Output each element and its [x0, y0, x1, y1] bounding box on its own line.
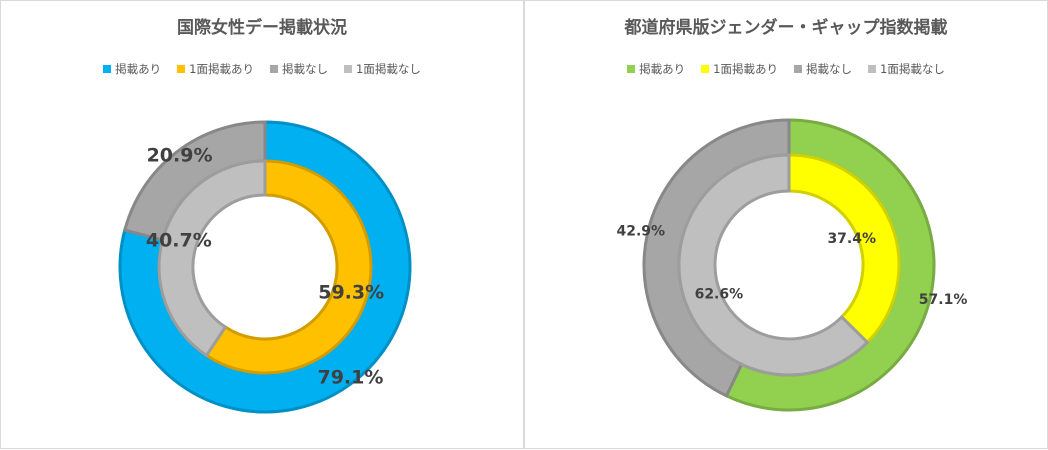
- legend-label: 掲載なし: [282, 62, 328, 76]
- doughnut-chart: 79.1% 20.9% 59.3% 40.7%: [118, 120, 412, 414]
- doughnut-slice: [204, 159, 373, 375]
- legend-item-not-published: 掲載なし: [270, 61, 328, 77]
- chart-legend: 掲載あり 1面掲載あり 掲載なし 1面掲載なし: [525, 61, 1047, 77]
- legend-label: 掲載なし: [806, 62, 852, 76]
- legend-label: 1面掲載なし: [880, 62, 945, 76]
- legend-swatch: [794, 65, 802, 73]
- legend-item-published: 掲載あり: [627, 61, 685, 77]
- data-label: 40.7%: [146, 230, 212, 252]
- doughnut-slice: [157, 159, 267, 358]
- legend-label: 1面掲載あり: [713, 62, 778, 76]
- data-label: 79.1%: [317, 366, 383, 388]
- legend-swatch: [177, 65, 186, 73]
- legend-label: 1面掲載なし: [356, 62, 421, 76]
- chart-panel-womens-day: 国際女性デー掲載状況 掲載あり 1面掲載あり 掲載なし 1面掲載なし 79.1%…: [0, 0, 524, 449]
- data-label: 62.6%: [695, 286, 744, 302]
- legend-label: 1面掲載あり: [189, 62, 254, 76]
- legend-swatch: [868, 65, 876, 73]
- legend-item-not-published: 掲載なし: [794, 61, 852, 77]
- data-label: 59.3%: [318, 281, 384, 303]
- legend-item-no-front-page: 1面掲載なし: [344, 61, 421, 77]
- legend-item-published: 掲載あり: [103, 61, 161, 77]
- doughnut-slice: [787, 153, 901, 345]
- chart-title: 都道府県版ジェンダー・ギャップ指数掲載: [624, 18, 948, 38]
- legend-swatch: [270, 65, 278, 73]
- legend-swatch: [627, 65, 636, 73]
- legend-item-no-front-page: 1面掲載なし: [868, 61, 945, 77]
- legend-item-front-page: 1面掲載あり: [701, 61, 778, 77]
- data-label: 42.9%: [616, 223, 665, 239]
- chart-title: 国際女性デー掲載状況: [177, 18, 347, 38]
- legend-item-front-page: 1面掲載あり: [177, 61, 254, 77]
- data-label: 57.1%: [919, 292, 968, 308]
- doughnut-chart: 57.1% 42.9% 37.4% 62.6%: [616, 118, 968, 412]
- legend-swatch: [701, 65, 710, 73]
- chart-legend: 掲載あり 1面掲載あり 掲載なし 1面掲載なし: [1, 61, 523, 77]
- doughnut-slice: [677, 153, 870, 377]
- legend-swatch: [103, 65, 112, 73]
- legend-label: 掲載あり: [639, 62, 686, 76]
- legend-label: 掲載あり: [115, 62, 162, 76]
- chart-panel-gender-gap-index: 都道府県版ジェンダー・ギャップ指数掲載 掲載あり 1面掲載あり 掲載なし 1面掲…: [524, 0, 1048, 449]
- data-label: 20.9%: [147, 145, 213, 167]
- data-label: 37.4%: [827, 231, 876, 247]
- legend-swatch: [344, 65, 352, 73]
